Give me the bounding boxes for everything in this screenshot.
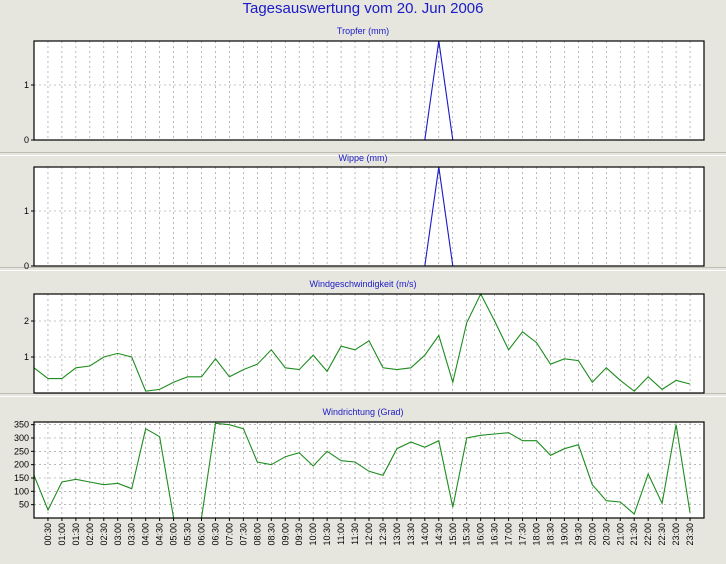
x-tick-label: 16:30 — [490, 523, 500, 546]
x-tick-label: 11:30 — [350, 523, 360, 545]
x-tick-label: 17:00 — [504, 523, 514, 546]
x-tick-label: 13:30 — [406, 523, 416, 546]
x-tick-label: 10:00 — [308, 523, 318, 546]
panel-separator — [0, 267, 726, 271]
x-tick-label: 18:00 — [532, 523, 542, 546]
x-tick-label: 05:30 — [183, 523, 193, 546]
x-tick-label: 05:00 — [169, 523, 179, 546]
x-tick-label: 02:30 — [99, 523, 109, 546]
y-tick-label: 100 — [14, 486, 29, 496]
x-tick-label: 13:00 — [392, 523, 402, 546]
x-tick-label: 17:30 — [518, 523, 528, 546]
x-tick-label: 15:30 — [462, 523, 472, 546]
x-tick-label: 03:30 — [127, 523, 137, 546]
plot-area — [34, 167, 704, 266]
x-tick-label: 08:00 — [252, 523, 262, 546]
panel-title-windrichtung: Windrichtung (Grad) — [322, 407, 404, 417]
x-tick-label: 15:00 — [448, 523, 458, 546]
x-tick-label: 20:00 — [587, 523, 597, 546]
y-tick-label: 300 — [14, 433, 29, 443]
plot-frame — [33, 166, 705, 267]
x-tick-label: 10:30 — [322, 523, 332, 546]
x-tick-label: 08:30 — [266, 523, 276, 546]
x-tick-label: 19:30 — [573, 523, 583, 546]
y-tick-label: 1 — [24, 352, 29, 362]
y-tick-label: 1 — [24, 80, 29, 90]
x-tick-label: 00:30 — [43, 523, 53, 546]
y-tick-label: 0 — [24, 261, 29, 271]
x-tick-label: 03:00 — [113, 523, 123, 546]
plot-area — [34, 294, 704, 393]
series-line — [33, 422, 691, 519]
plot-area — [34, 41, 704, 140]
x-tick-label: 07:30 — [238, 523, 248, 546]
x-tick-label: 21:00 — [615, 523, 625, 546]
x-tick-label: 14:00 — [420, 523, 430, 546]
x-tick-label: 04:00 — [141, 523, 151, 546]
x-tick-label: 01:30 — [71, 523, 81, 546]
y-tick-label: 250 — [14, 446, 29, 456]
x-tick-label: 04:30 — [155, 523, 165, 546]
x-tick-label: 19:00 — [559, 523, 569, 546]
y-tick-label: 200 — [14, 460, 29, 470]
x-tick-label: 06:30 — [210, 523, 220, 546]
series-line — [33, 292, 691, 392]
x-tick-label: 07:00 — [224, 523, 234, 546]
x-tick-label: 23:30 — [685, 523, 695, 546]
page-title: Tagesauswertung vom 20. Jun 2006 — [242, 0, 484, 17]
panel-title-windgeschwindigkeit: Windgeschwindigkeit (m/s) — [309, 279, 417, 289]
y-tick-label: 0 — [24, 135, 29, 145]
x-tick-label: 23:00 — [671, 523, 681, 546]
panel-title-tropfer: Tropfer (mm) — [336, 26, 390, 36]
x-tick-label: 22:30 — [657, 523, 667, 546]
x-tick-label: 12:30 — [378, 523, 388, 546]
x-tick-label: 14:30 — [434, 523, 444, 546]
x-tick-label: 22:00 — [643, 523, 653, 546]
x-tick-label: 12:00 — [364, 523, 374, 546]
y-tick-label: 350 — [14, 420, 29, 430]
x-tick-label: 02:00 — [85, 523, 95, 546]
x-tick-label: 06:00 — [197, 523, 207, 546]
x-tick-label: 01:00 — [57, 523, 67, 546]
x-tick-label: 21:30 — [629, 523, 639, 546]
y-tick-label: 2 — [24, 316, 29, 326]
x-tick-label: 09:00 — [280, 523, 290, 546]
panel-separator — [0, 152, 726, 156]
x-tick-label: 18:30 — [545, 523, 555, 546]
plot-frame — [33, 293, 705, 394]
y-tick-label: 50 — [19, 500, 29, 510]
x-tick-label: 20:30 — [601, 523, 611, 546]
y-tick-label: 150 — [14, 473, 29, 483]
x-tick-label: 09:30 — [294, 523, 304, 546]
panel-title-wippe: Wippe (mm) — [338, 153, 388, 163]
x-tick-label: 11:00 — [336, 523, 346, 545]
plot-frame — [33, 40, 705, 141]
y-tick-label: 1 — [24, 206, 29, 216]
x-tick-label: 16:00 — [476, 523, 486, 546]
